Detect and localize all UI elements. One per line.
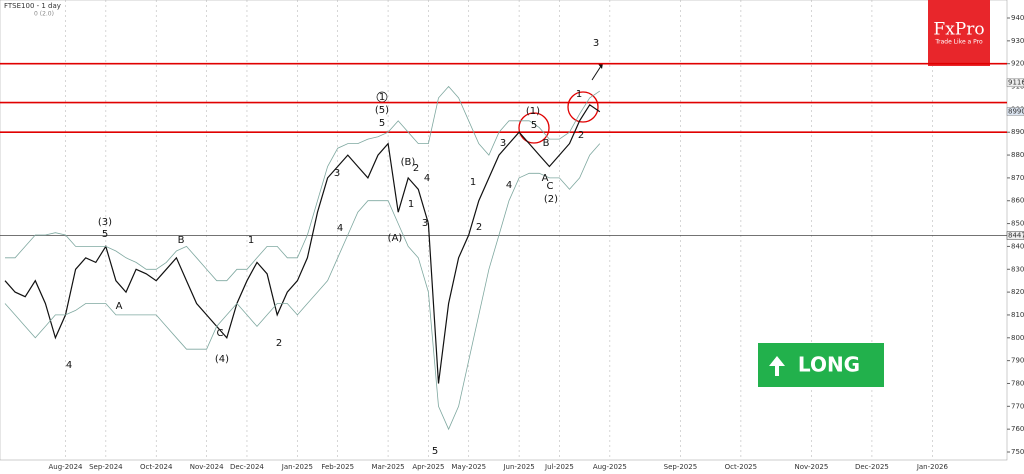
wave-label: 3 xyxy=(334,168,340,179)
x-tick-label: Apr-2025 xyxy=(412,463,444,471)
y-tick-label: 8700.00 xyxy=(1011,174,1024,182)
chart-title: FTSE100 - 1 day xyxy=(4,2,61,10)
level-tag xyxy=(1006,231,1024,240)
plot-frame xyxy=(0,0,1008,461)
y-tick-label: 8900.00 xyxy=(1011,128,1024,136)
x-tick-label: Aug-2025 xyxy=(593,463,627,471)
price-tag-label: 9116.80 xyxy=(1008,79,1024,87)
x-tick-label: Mar-2025 xyxy=(372,463,405,471)
x-tick-label: Aug-2024 xyxy=(49,463,84,471)
x-tick-label: Jul-2025 xyxy=(544,463,574,471)
wave-label: A xyxy=(116,301,123,312)
wave-label: 5 xyxy=(531,120,537,131)
wave-label: B xyxy=(178,235,185,246)
wave-label: 5 xyxy=(379,118,385,129)
chart-subtitle: 0 (2.0) xyxy=(34,11,54,18)
x-tick-label: Feb-2025 xyxy=(321,463,354,471)
projection-arrow xyxy=(591,65,602,81)
wave-label: (3) xyxy=(98,217,112,228)
wave-label: B xyxy=(543,138,550,149)
wave-label: 1 xyxy=(379,92,385,103)
x-tick-label: Nov-2025 xyxy=(795,463,829,471)
wave-label: 4 xyxy=(337,223,343,234)
y-tick-label: 8100.00 xyxy=(1011,311,1024,319)
wave-label: 3 xyxy=(593,38,599,49)
wave-label: A xyxy=(542,173,549,184)
wave-label: (5) xyxy=(375,105,389,116)
x-tick-label: Dec-2024 xyxy=(230,463,264,471)
wave-label: 2 xyxy=(476,222,482,233)
price-line xyxy=(4,103,601,384)
y-tick-label: 9300.00 xyxy=(1011,37,1024,45)
wave-label: 2 xyxy=(413,163,419,174)
x-tick-label: Oct-2025 xyxy=(725,463,757,471)
wave-label: (B) xyxy=(401,157,416,168)
y-tick-label: 7700.00 xyxy=(1011,402,1024,410)
x-tick-label: Jan-2026 xyxy=(916,463,949,471)
wave-label: (A) xyxy=(388,233,403,244)
up-arrow xyxy=(769,356,785,376)
wave-label: C xyxy=(217,328,224,339)
y-tick-label: 9400.00 xyxy=(1011,14,1024,22)
wave-label: 1 xyxy=(248,235,254,246)
logo-tagline: Trade Like a Pro xyxy=(934,39,983,46)
x-tick-label: Dec-2025 xyxy=(855,463,889,471)
y-tick-label: 9200.00 xyxy=(1011,60,1024,68)
logo-name: FxPro xyxy=(933,20,984,40)
y-tick-label: 7800.00 xyxy=(1011,379,1024,387)
wave-label: 5 xyxy=(432,446,438,457)
x-tick-label: Sep-2025 xyxy=(664,463,698,471)
wave-label: 1 xyxy=(408,199,414,210)
y-tick-label: 8800.00 xyxy=(1011,151,1024,159)
price-tag-label: 8990.71 xyxy=(1008,107,1024,115)
x-tick-label: Jun-2025 xyxy=(502,463,534,471)
highlight-circle xyxy=(567,91,599,123)
wave-label: (1) xyxy=(526,106,540,117)
y-tick-label: 7600.00 xyxy=(1011,425,1024,433)
y-tick-label: 8500.00 xyxy=(1011,220,1024,228)
wave-label: 1 xyxy=(576,89,582,100)
wave-label: (2) xyxy=(544,194,558,205)
y-tick-label: 8600.00 xyxy=(1011,197,1024,205)
y-tick-label: 8200.00 xyxy=(1011,288,1024,296)
wave-label: 4 xyxy=(66,360,72,371)
wave-label: (4) xyxy=(215,354,229,365)
x-tick-label: May-2025 xyxy=(451,463,486,471)
wave-label: 3 xyxy=(422,218,428,229)
signal-text: LONG xyxy=(798,353,860,377)
x-tick-label: Jan-2025 xyxy=(281,463,313,471)
x-tick-label: Oct-2024 xyxy=(140,463,173,471)
x-tick-label: Nov-2024 xyxy=(190,463,224,471)
wave-label: C xyxy=(547,181,554,192)
y-tick-label: 8300.00 xyxy=(1011,265,1024,273)
arrow-head xyxy=(598,63,603,69)
bollinger-band xyxy=(5,85,601,282)
x-tick-label: Sep-2024 xyxy=(89,463,123,471)
wave-label: 2 xyxy=(578,130,584,141)
grid xyxy=(65,0,933,460)
wave-label: 5 xyxy=(102,229,108,240)
wave-label: 4 xyxy=(506,180,512,191)
y-tick-label: 8400.00 xyxy=(1011,242,1024,250)
wave-label: 4 xyxy=(424,173,430,184)
level-label: 8447.80 xyxy=(1008,232,1024,240)
y-tick-label: 8000.00 xyxy=(1011,334,1024,342)
logo-box xyxy=(928,0,990,66)
y-tick-label: 7900.00 xyxy=(1011,357,1024,365)
bollinger-band xyxy=(4,143,601,431)
wave-label: 2 xyxy=(276,338,282,349)
highlight-circle xyxy=(518,112,550,144)
price-tag xyxy=(1006,78,1024,87)
wave-label: 3 xyxy=(500,138,506,149)
y-tick-label: 7500.00 xyxy=(1011,448,1024,456)
wave-label: 1 xyxy=(470,177,476,188)
price-tag xyxy=(1006,107,1024,116)
